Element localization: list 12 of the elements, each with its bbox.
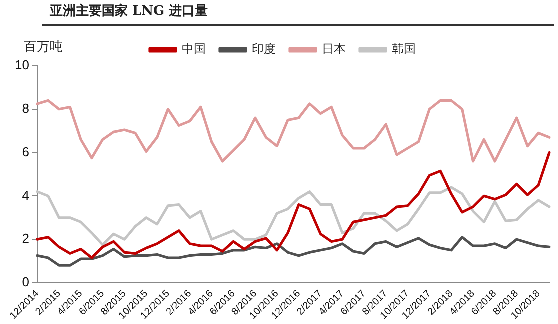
legend-label: 日本 xyxy=(322,42,346,56)
y-tick-label: 8 xyxy=(22,100,30,116)
legend-label: 印度 xyxy=(252,42,276,56)
y-axis-title: 百万吨 xyxy=(24,39,63,56)
y-tick-label: 10 xyxy=(14,58,30,73)
legend-label: 中国 xyxy=(182,42,206,56)
y-tick-label: 4 xyxy=(22,188,30,203)
legend-label: 韩国 xyxy=(392,42,416,56)
y-tick-label: 0 xyxy=(22,274,30,290)
chart-title: 亚洲主要国家 LNG 进口量 xyxy=(50,2,208,20)
y-tick-label: 6 xyxy=(22,144,30,160)
y-tick-label: 2 xyxy=(22,231,30,246)
